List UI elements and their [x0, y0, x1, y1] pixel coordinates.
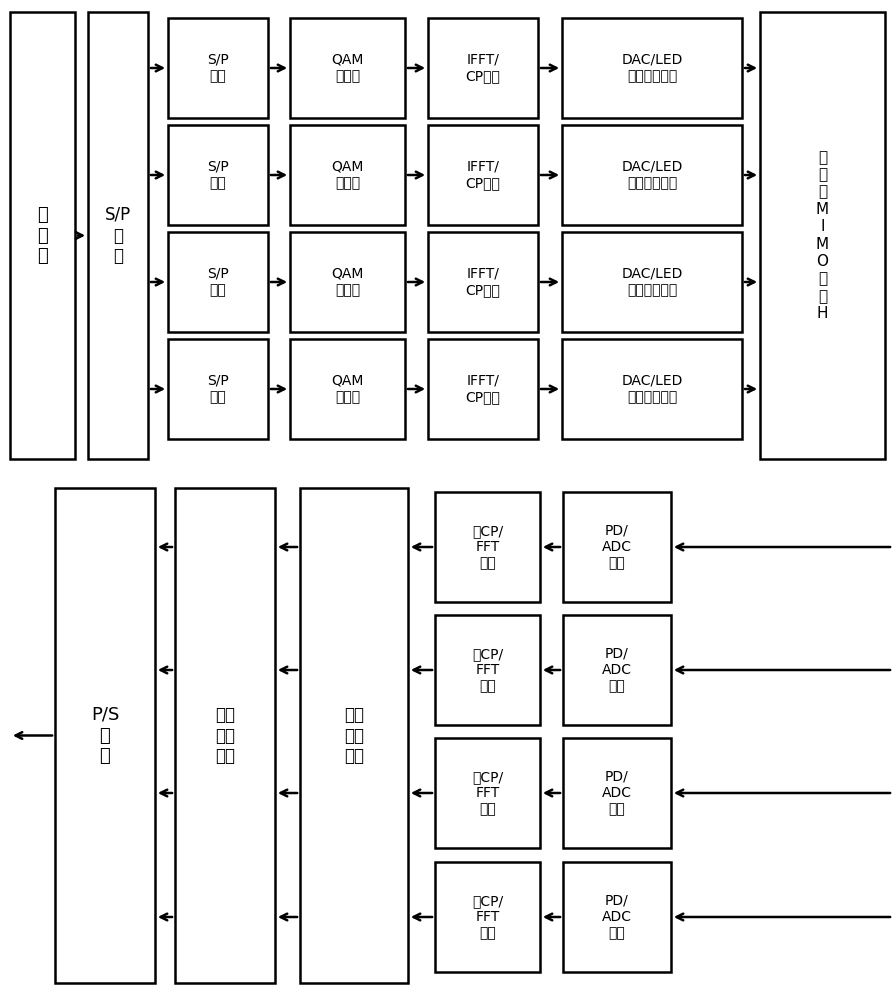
- Text: S/P
单元: S/P 单元: [207, 160, 229, 190]
- Bar: [562, 232, 742, 332]
- Text: IFFT/
CP单元: IFFT/ CP单元: [465, 160, 500, 190]
- Bar: [168, 232, 268, 332]
- Text: 去CP/
FFT
单元: 去CP/ FFT 单元: [472, 524, 503, 570]
- Text: S/P
单元: S/P 单元: [207, 374, 229, 404]
- Bar: [428, 339, 538, 439]
- Bar: [435, 492, 540, 602]
- Bar: [290, 125, 405, 225]
- Bar: [10, 12, 75, 459]
- Bar: [168, 339, 268, 439]
- Text: 信号
解调
单元: 信号 解调 单元: [215, 706, 235, 765]
- Text: IFFT/
CP单元: IFFT/ CP单元: [465, 374, 500, 404]
- Text: 去CP/
FFT
单元: 去CP/ FFT 单元: [472, 770, 503, 816]
- Bar: [562, 18, 742, 118]
- Text: DAC/LED
直流偏置单元: DAC/LED 直流偏置单元: [622, 160, 682, 190]
- Text: 去CP/
FFT
单元: 去CP/ FFT 单元: [472, 894, 503, 940]
- Bar: [290, 18, 405, 118]
- Text: 可
见
光
M
I
M
O
信
道
H: 可 见 光 M I M O 信 道 H: [816, 150, 829, 321]
- Text: QAM
调制器: QAM 调制器: [331, 160, 363, 190]
- Text: QAM
调制器: QAM 调制器: [331, 267, 363, 297]
- Bar: [435, 615, 540, 725]
- Text: DAC/LED
直流偏置单元: DAC/LED 直流偏置单元: [622, 374, 682, 404]
- Bar: [435, 862, 540, 972]
- Text: PD/
ADC
单元: PD/ ADC 单元: [602, 647, 632, 693]
- Bar: [300, 488, 408, 983]
- Text: 去CP/
FFT
单元: 去CP/ FFT 单元: [472, 647, 503, 693]
- Bar: [562, 125, 742, 225]
- Bar: [168, 125, 268, 225]
- Text: 信
号
源: 信 号 源: [38, 206, 48, 265]
- Text: QAM
调制器: QAM 调制器: [331, 374, 363, 404]
- Text: S/P
单元: S/P 单元: [207, 267, 229, 297]
- Text: IFFT/
CP单元: IFFT/ CP单元: [465, 267, 500, 297]
- Text: S/P
单元: S/P 单元: [207, 53, 229, 83]
- Bar: [290, 339, 405, 439]
- Text: 信道
估计
单元: 信道 估计 单元: [344, 706, 364, 765]
- Bar: [428, 125, 538, 225]
- Bar: [168, 18, 268, 118]
- Text: DAC/LED
直流偏置单元: DAC/LED 直流偏置单元: [622, 53, 682, 83]
- Bar: [563, 738, 671, 848]
- Text: S/P
单
元: S/P 单 元: [104, 206, 131, 265]
- Bar: [55, 488, 155, 983]
- Bar: [563, 492, 671, 602]
- Bar: [435, 738, 540, 848]
- Bar: [563, 862, 671, 972]
- Text: PD/
ADC
单元: PD/ ADC 单元: [602, 524, 632, 570]
- Bar: [760, 12, 885, 459]
- Bar: [562, 339, 742, 439]
- Bar: [175, 488, 275, 983]
- Text: QAM
调制器: QAM 调制器: [331, 53, 363, 83]
- Bar: [428, 18, 538, 118]
- Text: DAC/LED
直流偏置单元: DAC/LED 直流偏置单元: [622, 267, 682, 297]
- Text: PD/
ADC
单元: PD/ ADC 单元: [602, 770, 632, 816]
- Text: P/S
单
元: P/S 单 元: [91, 706, 119, 765]
- Bar: [428, 232, 538, 332]
- Bar: [290, 232, 405, 332]
- Text: IFFT/
CP单元: IFFT/ CP单元: [465, 53, 500, 83]
- Bar: [563, 615, 671, 725]
- Bar: [88, 12, 148, 459]
- Text: PD/
ADC
单元: PD/ ADC 单元: [602, 894, 632, 940]
